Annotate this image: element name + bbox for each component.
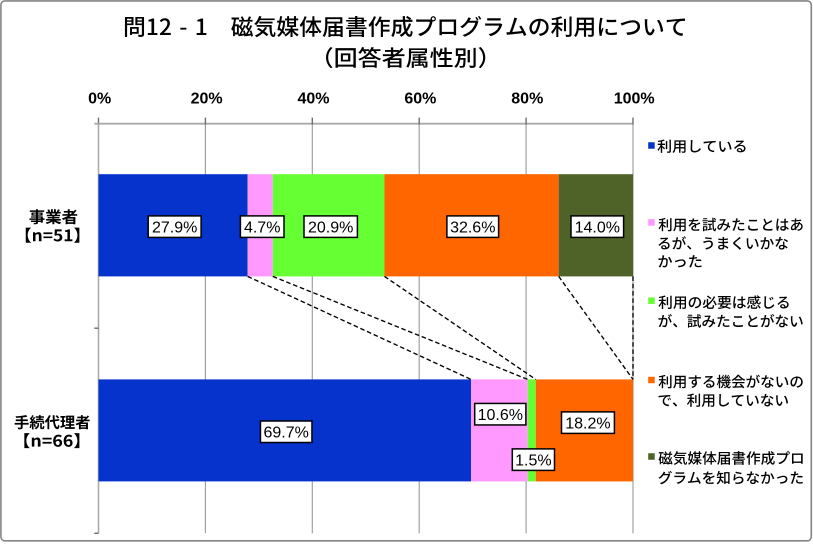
svg-text:0%: 0% bbox=[88, 90, 111, 107]
svg-text:80%: 80% bbox=[511, 90, 543, 107]
svg-text:40%: 40% bbox=[297, 90, 329, 107]
svg-text:4.7%: 4.7% bbox=[244, 220, 280, 237]
svg-text:1.5%: 1.5% bbox=[515, 453, 551, 470]
svg-text:69.7%: 69.7% bbox=[264, 425, 309, 442]
svg-text:10.6%: 10.6% bbox=[478, 407, 523, 424]
svg-text:32.6%: 32.6% bbox=[450, 220, 495, 237]
svg-text:100%: 100% bbox=[614, 90, 655, 107]
svg-text:20%: 20% bbox=[191, 90, 223, 107]
svg-text:27.9%: 27.9% bbox=[152, 220, 197, 237]
svg-text:60%: 60% bbox=[404, 90, 436, 107]
svg-text:20.9%: 20.9% bbox=[308, 220, 353, 237]
svg-text:18.2%: 18.2% bbox=[565, 416, 610, 433]
svg-text:14.0%: 14.0% bbox=[575, 220, 620, 237]
